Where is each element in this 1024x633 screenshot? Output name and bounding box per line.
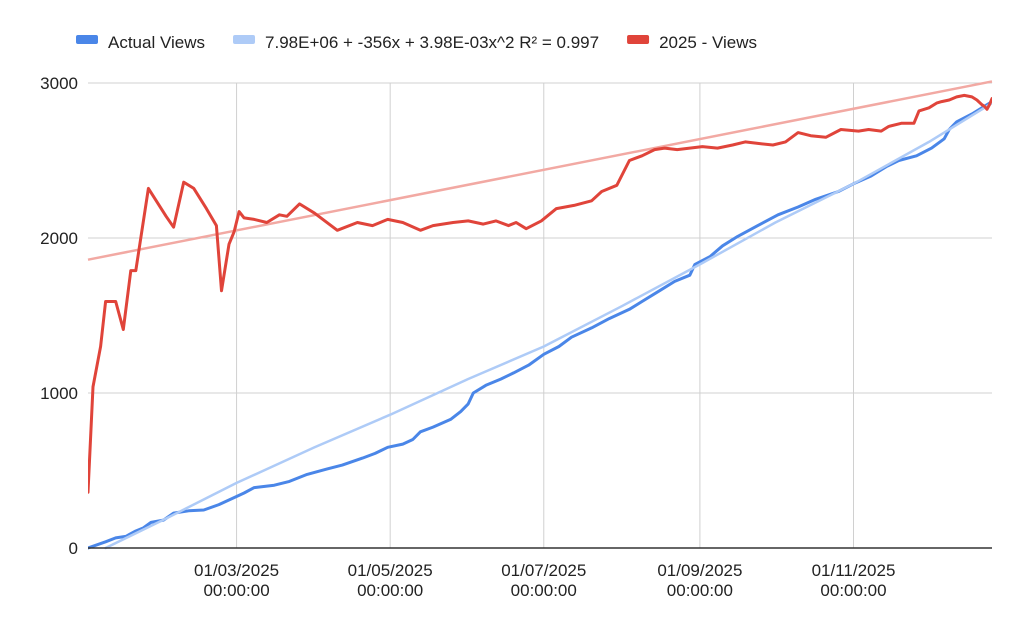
legend: Actual Views 7.98E+06 + -356x + 3.98E-03x… <box>76 33 757 52</box>
trendline-2025-views <box>87 80 993 261</box>
y-tick-label: 2000 <box>40 229 78 248</box>
x-tick-label-time: 00:00:00 <box>203 581 269 600</box>
gridlines <box>88 82 992 548</box>
series-2025-views <box>88 93 992 494</box>
x-tick-label-time: 00:00:00 <box>820 581 886 600</box>
x-tick-label-time: 00:00:00 <box>511 581 577 600</box>
x-tick-label: 01/03/2025 <box>194 561 279 580</box>
legend-label: 7.98E+06 + -356x + 3.98E-03x^2 R² = 0.99… <box>265 33 599 52</box>
x-tick-label-time: 00:00:00 <box>667 581 733 600</box>
y-tick-label: 3000 <box>40 74 78 93</box>
legend-label: 2025 - Views <box>659 33 757 52</box>
legend-label: Actual Views <box>108 33 205 52</box>
y-tick-label: 0 <box>69 539 78 558</box>
legend-swatch <box>233 35 256 44</box>
legend-swatch <box>76 35 98 44</box>
x-tick-label: 01/09/2025 <box>657 561 742 580</box>
y-tick-label: 1000 <box>40 384 78 403</box>
x-tick-label: 01/11/2025 <box>812 561 896 580</box>
legend-swatch <box>627 35 650 44</box>
x-tick-label-time: 00:00:00 <box>357 581 423 600</box>
x-tick-label: 01/07/2025 <box>501 561 586 580</box>
x-tick-label: 01/05/2025 <box>348 561 433 580</box>
axes: 010002000300001/03/202500:00:0001/05/202… <box>40 74 992 600</box>
series-poly-fit <box>104 101 992 550</box>
series-lines <box>87 80 993 550</box>
series-actual-views <box>88 100 992 550</box>
